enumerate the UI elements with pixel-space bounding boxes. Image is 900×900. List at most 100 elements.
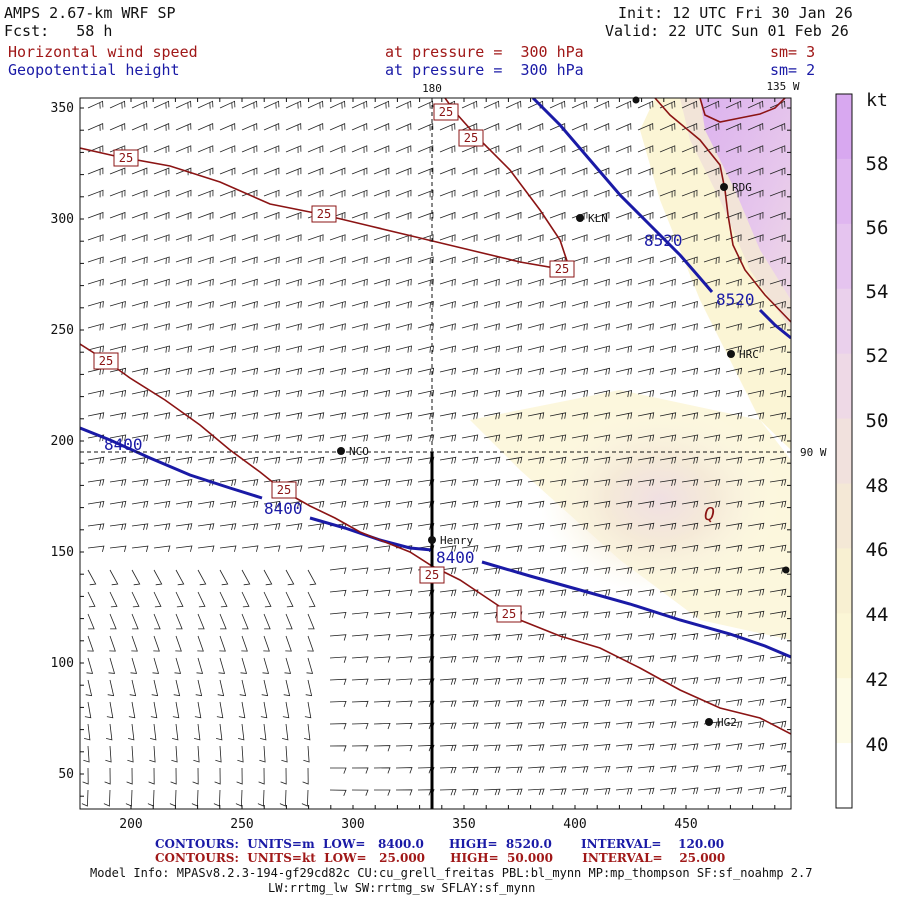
wind-barb <box>439 722 457 730</box>
wind-barb <box>106 701 114 719</box>
wind-barb <box>373 256 390 265</box>
wind-barb <box>263 300 280 309</box>
wind-barb <box>483 788 501 796</box>
wind-barb <box>307 167 324 176</box>
wind-barb <box>461 611 479 619</box>
wind-barb <box>395 167 412 176</box>
wind-barb <box>615 677 633 685</box>
speed-label: 25 <box>419 566 445 584</box>
wind-barb <box>703 787 721 795</box>
wind-barb <box>373 434 391 442</box>
wind-barb <box>461 678 479 685</box>
wind-barb <box>237 745 244 763</box>
wind-barb <box>351 189 368 198</box>
wind-barb <box>703 434 721 442</box>
wind-barb <box>593 655 611 663</box>
wind-barb <box>549 434 567 442</box>
wind-barb <box>395 456 413 464</box>
wind-barb <box>549 522 567 530</box>
wind-barb <box>351 700 369 708</box>
wind-barb <box>131 278 148 287</box>
speed-label: 25 <box>93 352 119 370</box>
wind-barb <box>637 167 654 176</box>
wind-barb <box>219 545 237 552</box>
wind-barb <box>307 100 324 109</box>
wind-barb <box>329 545 347 552</box>
wind-barb <box>461 434 479 442</box>
wind-barb <box>283 679 291 697</box>
wind-barb <box>395 412 413 420</box>
wind-barb <box>281 745 288 763</box>
wind-barb <box>571 633 589 641</box>
wind-barb <box>703 345 720 353</box>
wind-barb <box>87 167 104 176</box>
wind-barb <box>241 122 258 131</box>
wind-barb <box>153 300 170 309</box>
wind-barb <box>725 434 743 442</box>
wind-barb <box>153 591 162 608</box>
wind-barb <box>769 479 787 486</box>
field2-smoothing: sm= 2 <box>770 61 816 79</box>
wind-barb <box>769 720 787 728</box>
wind-barb <box>769 698 787 706</box>
colorbar-label: 48 <box>866 475 889 497</box>
wind-barb <box>703 743 721 751</box>
wind-barb <box>373 456 391 464</box>
wind-barb <box>307 569 317 586</box>
wind-barb <box>615 323 632 331</box>
wind-barb <box>285 635 292 652</box>
wind-barb <box>263 456 281 464</box>
wind-barb <box>395 634 413 641</box>
wind-barb <box>659 633 677 640</box>
wind-barb <box>461 323 478 331</box>
wind-barb <box>769 389 787 398</box>
wind-barb <box>615 699 633 707</box>
wind-barb <box>769 456 787 464</box>
wind-barb <box>192 767 199 785</box>
wind-barb <box>461 545 479 552</box>
wind-barb <box>769 234 786 242</box>
wind-barb <box>527 456 545 464</box>
wind-barb <box>593 500 611 508</box>
wind-barb <box>549 100 566 109</box>
wind-barb <box>593 323 610 331</box>
wind-barb <box>505 100 522 109</box>
wind-barb <box>505 122 522 131</box>
wind-barb <box>681 167 698 176</box>
wind-barb <box>307 545 325 552</box>
wind-barb <box>483 434 501 442</box>
wind-barb <box>549 389 567 398</box>
wind-barb <box>263 434 281 442</box>
wind-barb <box>571 167 588 176</box>
wind-barb <box>87 345 104 353</box>
wind-barb <box>395 100 412 109</box>
wind-barb <box>417 278 434 287</box>
wind-barb <box>193 723 201 741</box>
wind-barb <box>571 500 589 508</box>
wind-barb <box>461 278 478 287</box>
wind-barb <box>615 765 633 773</box>
wind-barb <box>329 700 347 708</box>
height-label: 8520 <box>644 231 683 250</box>
wind-barb <box>395 745 413 752</box>
wind-barb <box>131 523 149 531</box>
svg-text:RDG: RDG <box>732 181 752 194</box>
wind-barb <box>549 744 567 751</box>
wind-barb <box>769 256 786 265</box>
wind-barb <box>87 389 105 398</box>
wind-barb <box>527 699 545 707</box>
station-nco: NCO <box>337 445 369 458</box>
wind-barb <box>505 655 523 663</box>
wind-barb <box>87 501 105 508</box>
colorbar-labels: 58 56 54 52 50 48 46 44 42 40 <box>866 153 889 756</box>
wind-barb <box>241 479 259 486</box>
wind-barb <box>703 544 721 552</box>
wind-barb <box>571 300 588 309</box>
wind-barb <box>461 256 478 265</box>
wind-barb <box>725 588 743 596</box>
footer-model-info-1: Model Info: MPASv8.2.3-194-gf29cd82c CU:… <box>90 866 813 880</box>
wind-barb <box>571 479 589 486</box>
wind-barb <box>263 345 280 353</box>
wind-barb <box>615 787 633 795</box>
wind-barb <box>505 234 522 242</box>
